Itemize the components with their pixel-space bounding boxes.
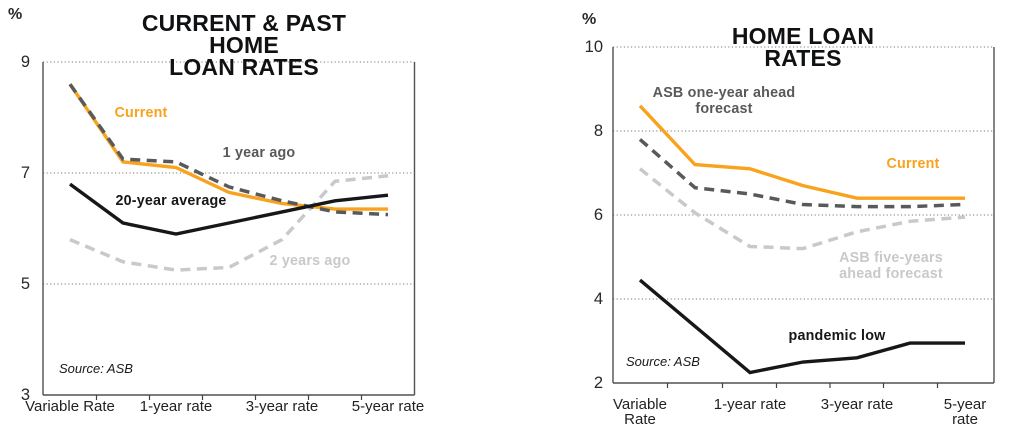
x-axis-tick-label: 3-year rate: [820, 396, 894, 413]
x-axis-tick-label: 1-year rate: [139, 398, 213, 415]
x-axis-tick-label: Variable Rate: [613, 396, 667, 428]
y-axis-tick-label: 3: [20, 386, 30, 404]
y-axis-tick-label: 5: [20, 275, 30, 293]
chart-title: HOME LOAN RATES: [731, 23, 875, 71]
series-line-2-years-ago: [69, 174, 389, 272]
series-label-current: Current: [114, 105, 168, 121]
series-line-current: [638, 104, 965, 200]
series-label-pandemic-low: pandemic low: [788, 328, 886, 344]
x-axis-tick-label: 5-year rate: [943, 396, 987, 428]
series-label-20-year-average: 20-year average: [115, 193, 227, 209]
right-chart-plot-area: [612, 46, 995, 388]
y-axis-tick-label: 8: [593, 122, 603, 140]
series-line-1-year-ago: [68, 83, 389, 217]
y-axis-tick-label: 6: [593, 206, 603, 224]
x-axis-tick-label: 3-year rate: [245, 398, 319, 415]
x-axis-tick-label: 1-year rate: [713, 396, 787, 413]
series-label-2-years-ago: 2 years ago: [269, 253, 351, 269]
series-line-current: [68, 83, 388, 211]
series-line-asb-five-years-ahead-forecast: [638, 167, 966, 251]
y-axis-tick-label: 9: [20, 53, 30, 71]
y-axis-tick-label: 2: [593, 374, 603, 392]
x-axis-tick-label: 5-year rate: [351, 398, 425, 415]
series-line-asb-one-year-ahead-forecast: [638, 138, 966, 209]
series-label-asb-five-years-ahead-forecast: ASB five-years ahead forecast: [839, 250, 943, 282]
chart-home-loan-rates-forecast: % HOME LOAN RATES Source: ASB 10 8 6 4 2 Vari…: [512, 0, 1024, 443]
x-axis-tick-label: Variable Rate: [25, 398, 115, 415]
y-axis-tick-label: 7: [20, 164, 30, 182]
series-line-20-year-average: [68, 182, 389, 236]
chart-current-and-past-home-loan-rates: % CURRENT & PAST HOME LOAN RATES Source:…: [8, 6, 425, 415]
series-line-pandemic-low: [638, 278, 965, 375]
left-chart-plot-area: [42, 61, 416, 400]
series-label-current: Current: [886, 156, 940, 172]
y-axis-unit-label: %: [582, 11, 597, 28]
series-label-1-year-ago: 1 year ago: [222, 145, 296, 161]
chart-title: CURRENT & PAST HOME LOAN RATES: [141, 10, 347, 80]
source-note: Source: ASB: [626, 354, 700, 369]
source-note: Source: ASB: [59, 361, 133, 376]
y-axis-unit-label: %: [8, 6, 23, 23]
y-axis-tick-label: 4: [593, 290, 603, 308]
y-axis-tick-label: 10: [584, 38, 603, 56]
series-label-asb-one-year-ahead-forecast: ASB one-year ahead forecast: [652, 85, 796, 117]
